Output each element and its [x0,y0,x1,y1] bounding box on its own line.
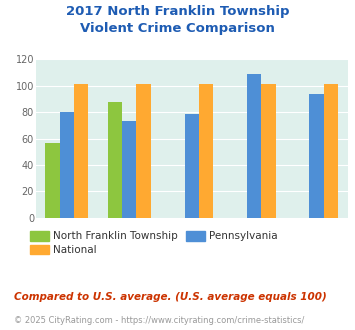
Text: 2017 North Franklin Township
Violent Crime Comparison: 2017 North Franklin Township Violent Cri… [66,5,289,35]
Bar [310,94,324,218]
Bar [108,102,122,218]
Bar [74,84,88,218]
Bar [199,84,213,218]
Bar [136,84,151,218]
Text: © 2025 CityRating.com - https://www.cityrating.com/crime-statistics/: © 2025 CityRating.com - https://www.city… [14,316,305,325]
Legend: North Franklin Township, National, Pennsylvania: North Franklin Township, National, Penns… [30,231,278,255]
Bar [122,121,136,218]
Bar [324,84,338,218]
Bar [60,112,74,218]
Bar [185,114,199,218]
Bar [261,84,276,218]
Bar [45,143,60,218]
Bar [247,74,261,218]
Text: Compared to U.S. average. (U.S. average equals 100): Compared to U.S. average. (U.S. average … [14,292,327,302]
